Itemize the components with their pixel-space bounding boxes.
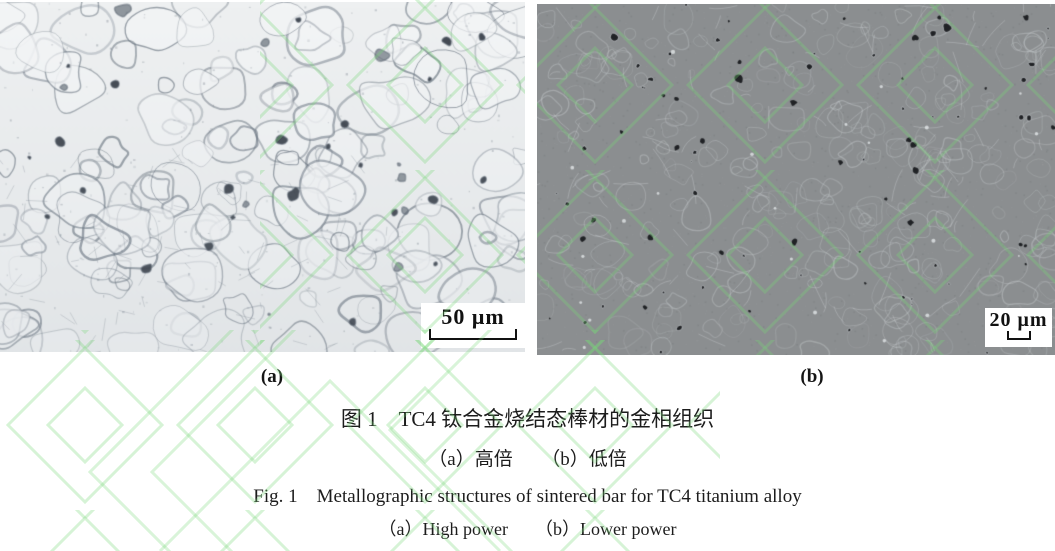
caption-english-subtitle: （a）High power （b）Lower power (378, 519, 677, 539)
scale-bar-label-a: 50 μm (441, 304, 505, 329)
caption-chinese-title: 图 1 TC4 钛合金烧结态棒材的金相组织 (340, 407, 715, 431)
caption-chinese-subtitle: （a）高倍 （b）低倍 (428, 449, 627, 470)
micrograph-a-image (0, 2, 525, 352)
scale-bar-box-a: 50 μm (421, 303, 525, 348)
scale-bar-box-b: 20 μm (985, 308, 1052, 347)
scale-bar-label-b: 20 μm (989, 309, 1048, 331)
caption-english-title: Fig. 1 Metallographic structures of sint… (253, 486, 802, 507)
micrograph-panel-b: 20 μm (537, 4, 1055, 355)
panel-label-a: (a) (260, 366, 284, 387)
panel-label-b: (b) (800, 366, 824, 387)
micrograph-b-image (537, 4, 1055, 355)
scale-bar-rule-b (1006, 331, 1031, 340)
scale-bar-rule-a (429, 329, 517, 340)
micrograph-panel-a: 50 μm (0, 2, 525, 352)
